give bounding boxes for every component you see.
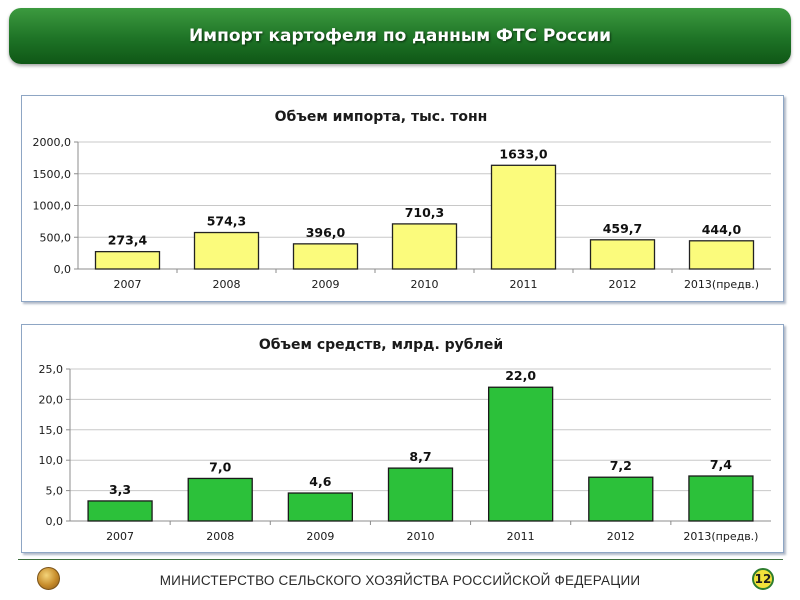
import-volume-ytick-label: 2000,0 <box>33 136 72 149</box>
import-value-ytick-label: 0,0 <box>46 515 64 528</box>
import-volume-ytick-label: 1000,0 <box>33 200 72 213</box>
import-value-ytick-label: 25,0 <box>39 363 64 376</box>
import-volume-bar <box>391 223 458 270</box>
import-value-category-label: 2010 <box>407 530 435 543</box>
import-value-category-label: 2009 <box>306 530 334 543</box>
import-value-ytick-label: 5,0 <box>46 485 64 498</box>
import-volume-value-label: 273,4 <box>108 233 148 248</box>
import-volume-value-label: 444,0 <box>702 222 742 237</box>
import-volume-bar <box>193 231 260 270</box>
import-value-value-label: 22,0 <box>505 368 536 383</box>
import-volume-bar <box>688 240 755 270</box>
import-value-ytick-label: 10,0 <box>39 454 64 467</box>
import-value-bar <box>487 386 554 522</box>
import-volume-ytick-label: 1500,0 <box>33 168 72 181</box>
import-volume-value-label: 459,7 <box>603 221 643 236</box>
import-value-category-label: 2007 <box>106 530 134 543</box>
import-value-bar <box>387 467 454 522</box>
import-value-bar <box>287 492 354 522</box>
import-volume-value-label: 574,3 <box>207 214 247 229</box>
import-volume-value-label: 396,0 <box>306 225 346 240</box>
import-volume-category-label: 2008 <box>213 278 241 291</box>
import-volume-category-label: 2009 <box>312 278 340 291</box>
chart-panel-import-volume: Объем импорта, тыс. тонн 0,0 500,0 1000,0 15… <box>21 95 784 302</box>
slide-header: Импорт картофеля по данным ФТС России <box>9 8 791 64</box>
import-value-bar <box>87 500 153 522</box>
import-volume-bar <box>490 164 557 270</box>
import-value-ytick-label: 15,0 <box>39 424 64 437</box>
import-volume-category-label: 2010 <box>411 278 439 291</box>
import-value-bar <box>187 477 253 522</box>
slide-title: Импорт картофеля по данным ФТС России <box>188 26 612 46</box>
import-volume-plot: Объем импорта, тыс. тонн 0,0 500,0 1000,0 15… <box>33 109 771 291</box>
import-value-value-label: 7,0 <box>209 459 231 474</box>
import-volume-value-label: 710,3 <box>405 205 445 220</box>
import-value-category-label: 2012 <box>607 530 635 543</box>
import-volume-bar <box>94 250 161 270</box>
import-value-category-label: 2008 <box>206 530 234 543</box>
import-value-bar <box>588 476 654 522</box>
import-value-category-label: 2013(предв.) <box>683 530 758 543</box>
import-value-value-label: 3,3 <box>109 482 131 497</box>
import-value-plot: Объем средств, млрд. рублей 0,0 5,0 10,0 15,… <box>39 337 771 543</box>
import-volume-category-label: 2007 <box>114 278 142 291</box>
import-value-title: Объем средств, млрд. рублей <box>259 337 503 353</box>
import-volume-bar <box>589 239 656 270</box>
import-volume-category-label: 2012 <box>609 278 637 291</box>
import-volume-ytick-label: 500,0 <box>40 231 72 244</box>
import-value-value-label: 8,7 <box>409 449 431 464</box>
import-volume-category-label: 2013(предв.) <box>684 278 759 291</box>
import-volume-ytick-label: 0,0 <box>54 263 72 276</box>
import-value-ytick-label: 20,0 <box>39 393 64 406</box>
import-value-chart: Объем средств, млрд. рублей 0,0 5,0 10,0 15,… <box>39 337 771 543</box>
chart-panel-import-value: Объем средств, млрд. рублей 0,0 5,0 10,0 15,… <box>21 324 784 553</box>
import-value-bar <box>688 475 754 522</box>
ministry-emblem-icon <box>37 567 60 590</box>
footer-ministry-name: МИНИСТЕРСТВО СЕЛЬСКОГО ХОЗЯЙСТВА РОССИЙС… <box>159 573 641 588</box>
import-volume-category-label: 2011 <box>510 278 538 291</box>
import-volume-value-label: 1633,0 <box>499 146 548 161</box>
footer-divider <box>18 559 783 560</box>
import-volume-title: Объем импорта, тыс. тонн <box>275 109 488 125</box>
import-value-value-label: 7,2 <box>610 458 632 473</box>
page-number-badge: 12 <box>752 568 774 590</box>
import-volume-bar <box>292 243 359 270</box>
import-volume-chart: Объем импорта, тыс. тонн 0,0 500,0 1000,0 15… <box>33 109 771 291</box>
import-value-value-label: 7,4 <box>710 457 732 472</box>
import-value-category-label: 2011 <box>507 530 535 543</box>
import-value-value-label: 4,6 <box>309 474 331 489</box>
